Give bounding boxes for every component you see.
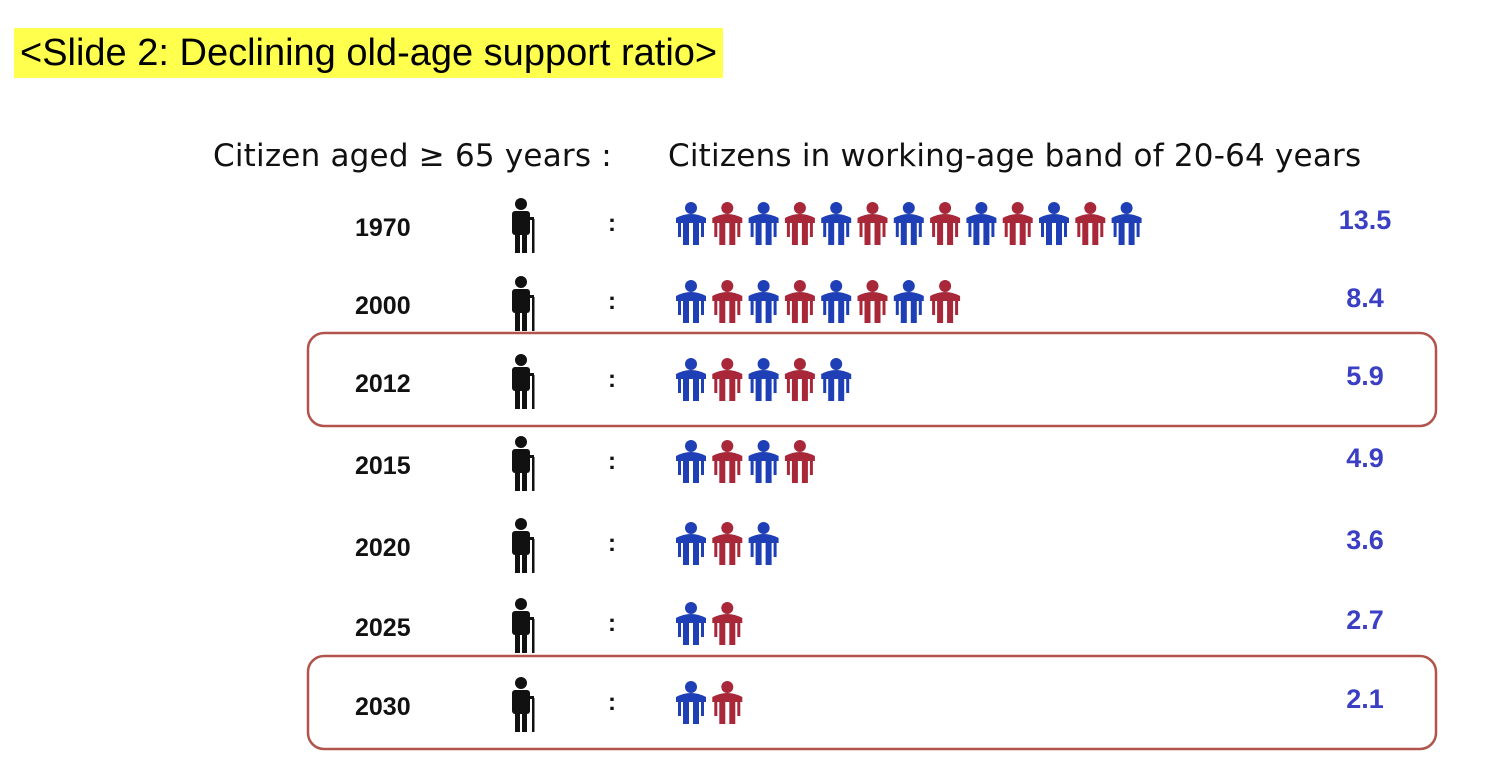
ratio-value-2015: 4.9 [1346,443,1384,473]
elderly-person-with-cane-icon [512,677,535,732]
elderly-person-with-cane-icon [512,598,535,653]
working-age-person-icon [821,358,851,401]
working-age-person-icon [676,522,706,565]
working-age-person-icon [676,280,706,323]
elderly-person-with-cane-icon [512,354,535,409]
working-age-person-icon [785,280,815,323]
working-age-person-icon [1039,202,1069,245]
working-age-person-icon [712,202,742,245]
ratio-value-1970: 13.5 [1339,205,1392,235]
ratio-separator: : [608,288,616,315]
working-age-person-icon [676,602,706,645]
working-age-person-icon [749,522,779,565]
ratio-separator: : [608,448,616,475]
year-label-2025: 2025 [355,614,411,642]
working-age-person-icon [676,440,706,483]
elderly-person-with-cane-icon [512,518,535,573]
year-label-1970: 1970 [355,214,411,242]
elderly-person-with-cane-icon [512,276,535,331]
working-age-person-icon [858,280,888,323]
working-age-person-icon [930,280,960,323]
working-age-person-icon [858,202,888,245]
year-label-2012: 2012 [355,370,411,398]
working-age-person-icon [749,280,779,323]
worker-icon-partial [821,440,851,483]
working-age-person-icon [1112,202,1142,245]
working-age-person-icon [712,440,742,483]
ratio-value-2012: 5.9 [1346,361,1384,391]
year-label-2015: 2015 [355,452,411,480]
worker-icon-partial [749,602,779,645]
working-age-person-icon [676,358,706,401]
working-age-person-icon [1075,202,1105,245]
working-age-person-icon [821,280,851,323]
working-age-person-icon [712,602,742,645]
ratio-separator: : [608,366,616,393]
ratio-value-2000: 8.4 [1346,283,1384,313]
elderly-person-with-cane-icon [512,198,535,253]
year-label-2020: 2020 [355,534,411,562]
ratio-separator: : [608,610,616,637]
worker-icon-partial [966,280,996,323]
working-age-person-icon [785,358,815,401]
worker-icon-partial [1148,202,1178,245]
working-age-person-icon [966,202,996,245]
working-age-person-icon [749,358,779,401]
ratio-separator: : [608,530,616,557]
highlight-box-2012 [308,333,1436,426]
year-label-2000: 2000 [355,292,411,320]
working-age-person-icon [785,440,815,483]
working-age-person-icon [676,681,706,724]
ratio-value-2025: 2.7 [1346,605,1384,635]
working-age-person-icon [676,202,706,245]
working-age-person-icon [712,522,742,565]
ratio-value-2020: 3.6 [1346,525,1384,555]
working-age-person-icon [894,280,924,323]
working-age-person-icon [894,202,924,245]
working-age-person-icon [785,202,815,245]
worker-icon-partial [785,522,815,565]
working-age-person-icon [930,202,960,245]
working-age-person-icon [712,358,742,401]
working-age-person-icon [821,202,851,245]
working-age-person-icon [712,280,742,323]
working-age-person-icon [749,440,779,483]
worker-icon-partial [749,681,779,724]
year-label-2030: 2030 [355,693,411,721]
working-age-person-icon [1003,202,1033,245]
worker-icon-partial [858,358,888,401]
elderly-person-with-cane-icon [512,436,535,491]
ratio-separator: : [608,210,616,237]
ratio-value-2030: 2.1 [1346,684,1384,714]
highlight-box-2030 [308,656,1436,749]
ratio-separator: : [608,689,616,716]
working-age-person-icon [749,202,779,245]
working-age-person-icon [712,681,742,724]
